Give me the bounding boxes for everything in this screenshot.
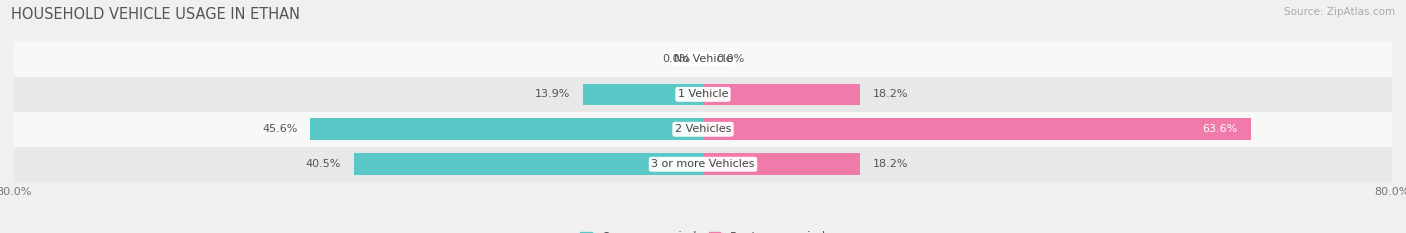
Bar <box>703 83 859 105</box>
Bar <box>703 153 859 175</box>
Text: 45.6%: 45.6% <box>262 124 298 134</box>
Bar <box>583 83 703 105</box>
Text: 0.0%: 0.0% <box>662 55 690 64</box>
Bar <box>354 153 703 175</box>
Text: 18.2%: 18.2% <box>873 159 908 169</box>
Text: 0.0%: 0.0% <box>716 55 744 64</box>
Text: 18.2%: 18.2% <box>873 89 908 99</box>
Text: 13.9%: 13.9% <box>536 89 571 99</box>
Text: 63.6%: 63.6% <box>1202 124 1237 134</box>
Bar <box>703 118 1251 140</box>
Text: Source: ZipAtlas.com: Source: ZipAtlas.com <box>1284 7 1395 17</box>
Bar <box>14 42 1392 77</box>
Bar <box>311 118 703 140</box>
Bar <box>14 77 1392 112</box>
Text: 2 Vehicles: 2 Vehicles <box>675 124 731 134</box>
Text: 3 or more Vehicles: 3 or more Vehicles <box>651 159 755 169</box>
Legend: Owner-occupied, Renter-occupied: Owner-occupied, Renter-occupied <box>575 226 831 233</box>
Text: No Vehicle: No Vehicle <box>673 55 733 64</box>
Bar <box>14 147 1392 182</box>
Bar <box>14 112 1392 147</box>
Text: HOUSEHOLD VEHICLE USAGE IN ETHAN: HOUSEHOLD VEHICLE USAGE IN ETHAN <box>11 7 301 22</box>
Text: 40.5%: 40.5% <box>307 159 342 169</box>
Text: 1 Vehicle: 1 Vehicle <box>678 89 728 99</box>
